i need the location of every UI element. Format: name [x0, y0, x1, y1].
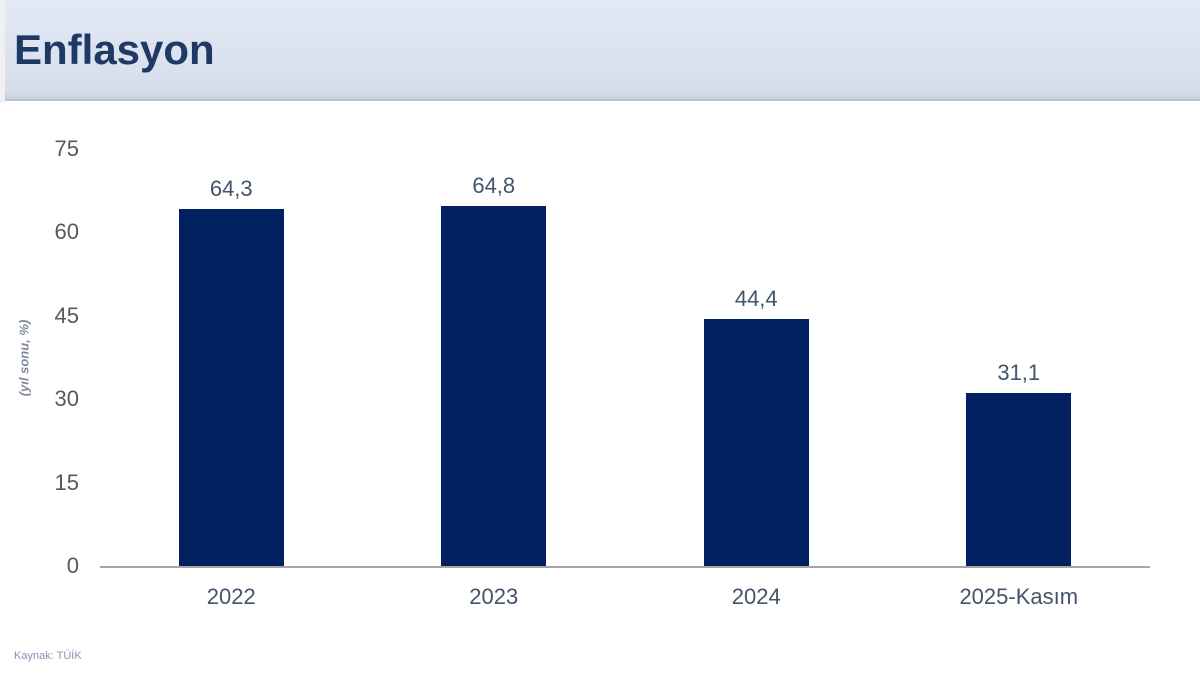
bar-value-label: 31,1 — [997, 360, 1041, 386]
y-tick-label: 30 — [54, 386, 79, 412]
header-band: Enflasyon — [5, 0, 1200, 101]
header-left-edge — [0, 0, 5, 103]
bar — [178, 208, 284, 566]
y-axis-ticks: 0 15 30 45 60 75 — [19, 136, 79, 578]
x-tick-label: 2023 — [469, 584, 519, 609]
bar-value-label: 64,8 — [472, 172, 516, 198]
x-tick-label: 2022 — [206, 584, 256, 609]
y-tick-label: 15 — [54, 469, 79, 495]
x-tick-label: 2025-Kasım — [959, 584, 1079, 609]
y-tick-label: 75 — [54, 136, 79, 161]
bar-group: 64,3 — [100, 175, 363, 566]
bar-group: 44,4 — [625, 286, 888, 566]
bar-chart: 0 15 30 45 60 75 64,3 64,8 44,4 31,1 — [55, 136, 1150, 578]
bar — [441, 205, 547, 566]
source-note: Kaynak: TÜİK — [14, 650, 82, 662]
bar-group: 31,1 — [888, 360, 1151, 566]
bars: 64,3 64,8 44,4 31,1 — [100, 151, 1150, 566]
x-tick-label: 2024 — [731, 584, 781, 609]
y-tick-label: 45 — [54, 302, 79, 328]
y-tick-label: 0 — [66, 553, 79, 578]
x-axis-labels: 2022 2023 2024 2025-Kasım — [100, 584, 1150, 610]
y-tick-label: 60 — [54, 219, 79, 245]
bar — [966, 393, 1072, 566]
bar-value-label: 64,3 — [209, 175, 253, 201]
bar-value-label: 44,4 — [734, 286, 778, 312]
page-title: Enflasyon — [14, 25, 215, 73]
bar-group: 64,8 — [363, 173, 626, 566]
bar — [703, 319, 809, 566]
